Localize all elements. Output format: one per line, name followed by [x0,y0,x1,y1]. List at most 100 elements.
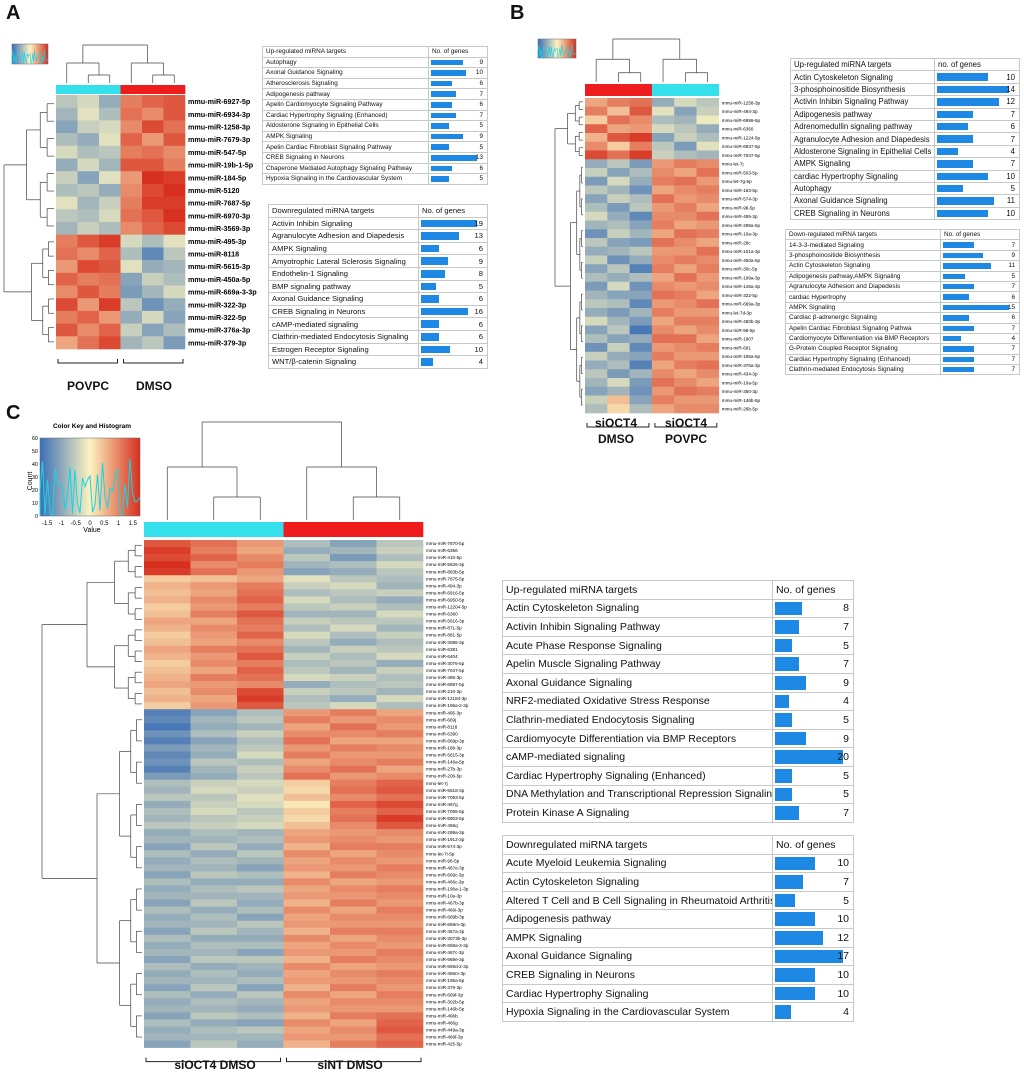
heatmap-cell [330,913,377,921]
heatmap-cell [144,948,191,957]
heatmap-cell [330,575,377,583]
table-row: Estrogen Receptor Signaling 10 [268,342,488,357]
row-label: mmu-miR-6356 [426,548,458,553]
heatmap-cell [585,229,608,239]
heatmap-cell [607,98,630,108]
heatmap-cell [120,298,143,312]
gene-count-bar [431,91,456,97]
heatmap-cell [283,1033,331,1041]
heatmap-cell [144,822,191,830]
heatmap-cell [696,325,720,335]
heatmap-cell [283,793,331,802]
heatmap-cell [144,927,191,936]
heatmap-cell [651,386,675,396]
heatmap-cell [330,568,377,576]
gene-count-cell: 5 [772,784,854,805]
gene-count-value: 10 [1006,171,1015,181]
gene-count-bar [431,176,449,182]
heatmap-cell [283,638,331,647]
pathway-label: CREB Signaling in Neurons [262,151,429,164]
table-row: NRF2-mediated Oxidative Stress Response 4 [502,691,854,712]
gene-count-bar [775,912,815,926]
heatmap-cell [163,310,186,324]
group-bar [99,85,121,94]
gene-count-cell: 6 [428,77,488,90]
gene-count-value: 7 [1011,283,1015,291]
row-label: mmu-miR-6390 [426,731,458,736]
group-bar [696,84,720,96]
row-label: mmu-miR-669a-3-3p [426,943,469,948]
heatmap-cell [144,836,191,844]
pathway-label: Adipogenesis pathway [790,107,935,121]
row-label: mmu-miR-467b-3p [426,901,465,906]
table-a-up: Up-regulated miRNA targets No. of genes Au… [262,46,488,185]
heatmap-cell [651,395,675,405]
heatmap-cell [696,194,720,204]
heatmap-cell [629,106,653,116]
heatmap-cell [330,540,377,548]
table-count-header: No. of genes [772,580,854,600]
color-key-tick: 1.5 [129,521,138,527]
pathway-label: WNT/β-catenin Signaling [268,355,419,369]
heatmap-cell [330,603,377,611]
row-label: mmu-miR-98-5p [426,858,460,863]
heatmap-cell [330,991,377,999]
pathway-label: CREB Signaling in Neurons [790,206,935,221]
pathway-label: Adipogenesis pathway,AMPK Signaling [785,270,941,282]
table-c-down: Downregulated miRNA targets No. of genes A… [502,835,854,1022]
heatmap-cell [56,107,78,121]
group-bar [144,522,191,537]
heatmap-cell [607,194,630,204]
heatmap-cell [144,596,191,604]
gene-count-cell: 7 [772,872,854,892]
heatmap-cell [376,624,424,632]
heatmap-cell [674,168,697,178]
heatmap-cell [330,673,377,682]
gene-count-bar [421,358,433,366]
heatmap-cell [190,878,238,886]
heatmap-cell [190,652,238,661]
table-row: Agranulocyte Adhesion and Diapedesis 7 [785,280,1020,293]
heatmap-cell [376,702,424,710]
heatmap-cell [144,857,191,865]
group-bracket [654,423,718,428]
heatmap-cell [190,779,238,788]
heatmap-cell [190,589,238,597]
row-label: mmu-miR-379-3p [426,985,462,990]
heatmap-cell [376,871,424,879]
gene-count-bar [775,949,843,964]
heatmap-cell [237,575,284,583]
heatmap-cell [237,807,284,816]
pathway-label: Altered T Cell and B Cell Signaling in R… [502,890,773,911]
heatmap-cell [144,906,191,914]
heatmap-cell [585,299,608,309]
heatmap-cell [629,141,653,151]
heatmap-cell [607,273,630,283]
row-label: mmu-miR-1258-3p [722,100,761,105]
heatmap-cell [163,234,186,248]
pathway-label: AMPK Signaling [262,130,429,143]
table-row: Aldosterone Signaling in Epithelial Cell… [262,120,488,132]
gene-count-value: 10 [837,968,849,981]
heatmap-cell [190,998,238,1006]
heatmap-cell [237,723,284,731]
heatmap-cell [696,220,720,230]
heatmap-cell [674,106,697,116]
pathway-label: Apelin Cardiac Fibroblast Signaling Path… [262,141,429,153]
heatmap-cell [142,336,164,350]
table-title: Downregulated miRNA targets [502,835,773,855]
heatmap-cell [674,325,697,335]
heatmap-cell [283,709,331,717]
heatmap-cell [190,1012,238,1020]
heatmap-cell [283,610,331,618]
heatmap-cell [696,273,720,283]
heatmap-cell [163,120,186,134]
row-label: mmu-let-7j [722,162,744,167]
gene-count-bar [775,986,815,1001]
heatmap-cell [674,343,697,353]
heatmap-cell [651,220,675,230]
heatmap-cell [77,145,100,159]
heatmap-cell [283,899,331,907]
row-label: mmu-miR-455-3p [722,214,758,219]
heatmap-cell [607,229,630,239]
